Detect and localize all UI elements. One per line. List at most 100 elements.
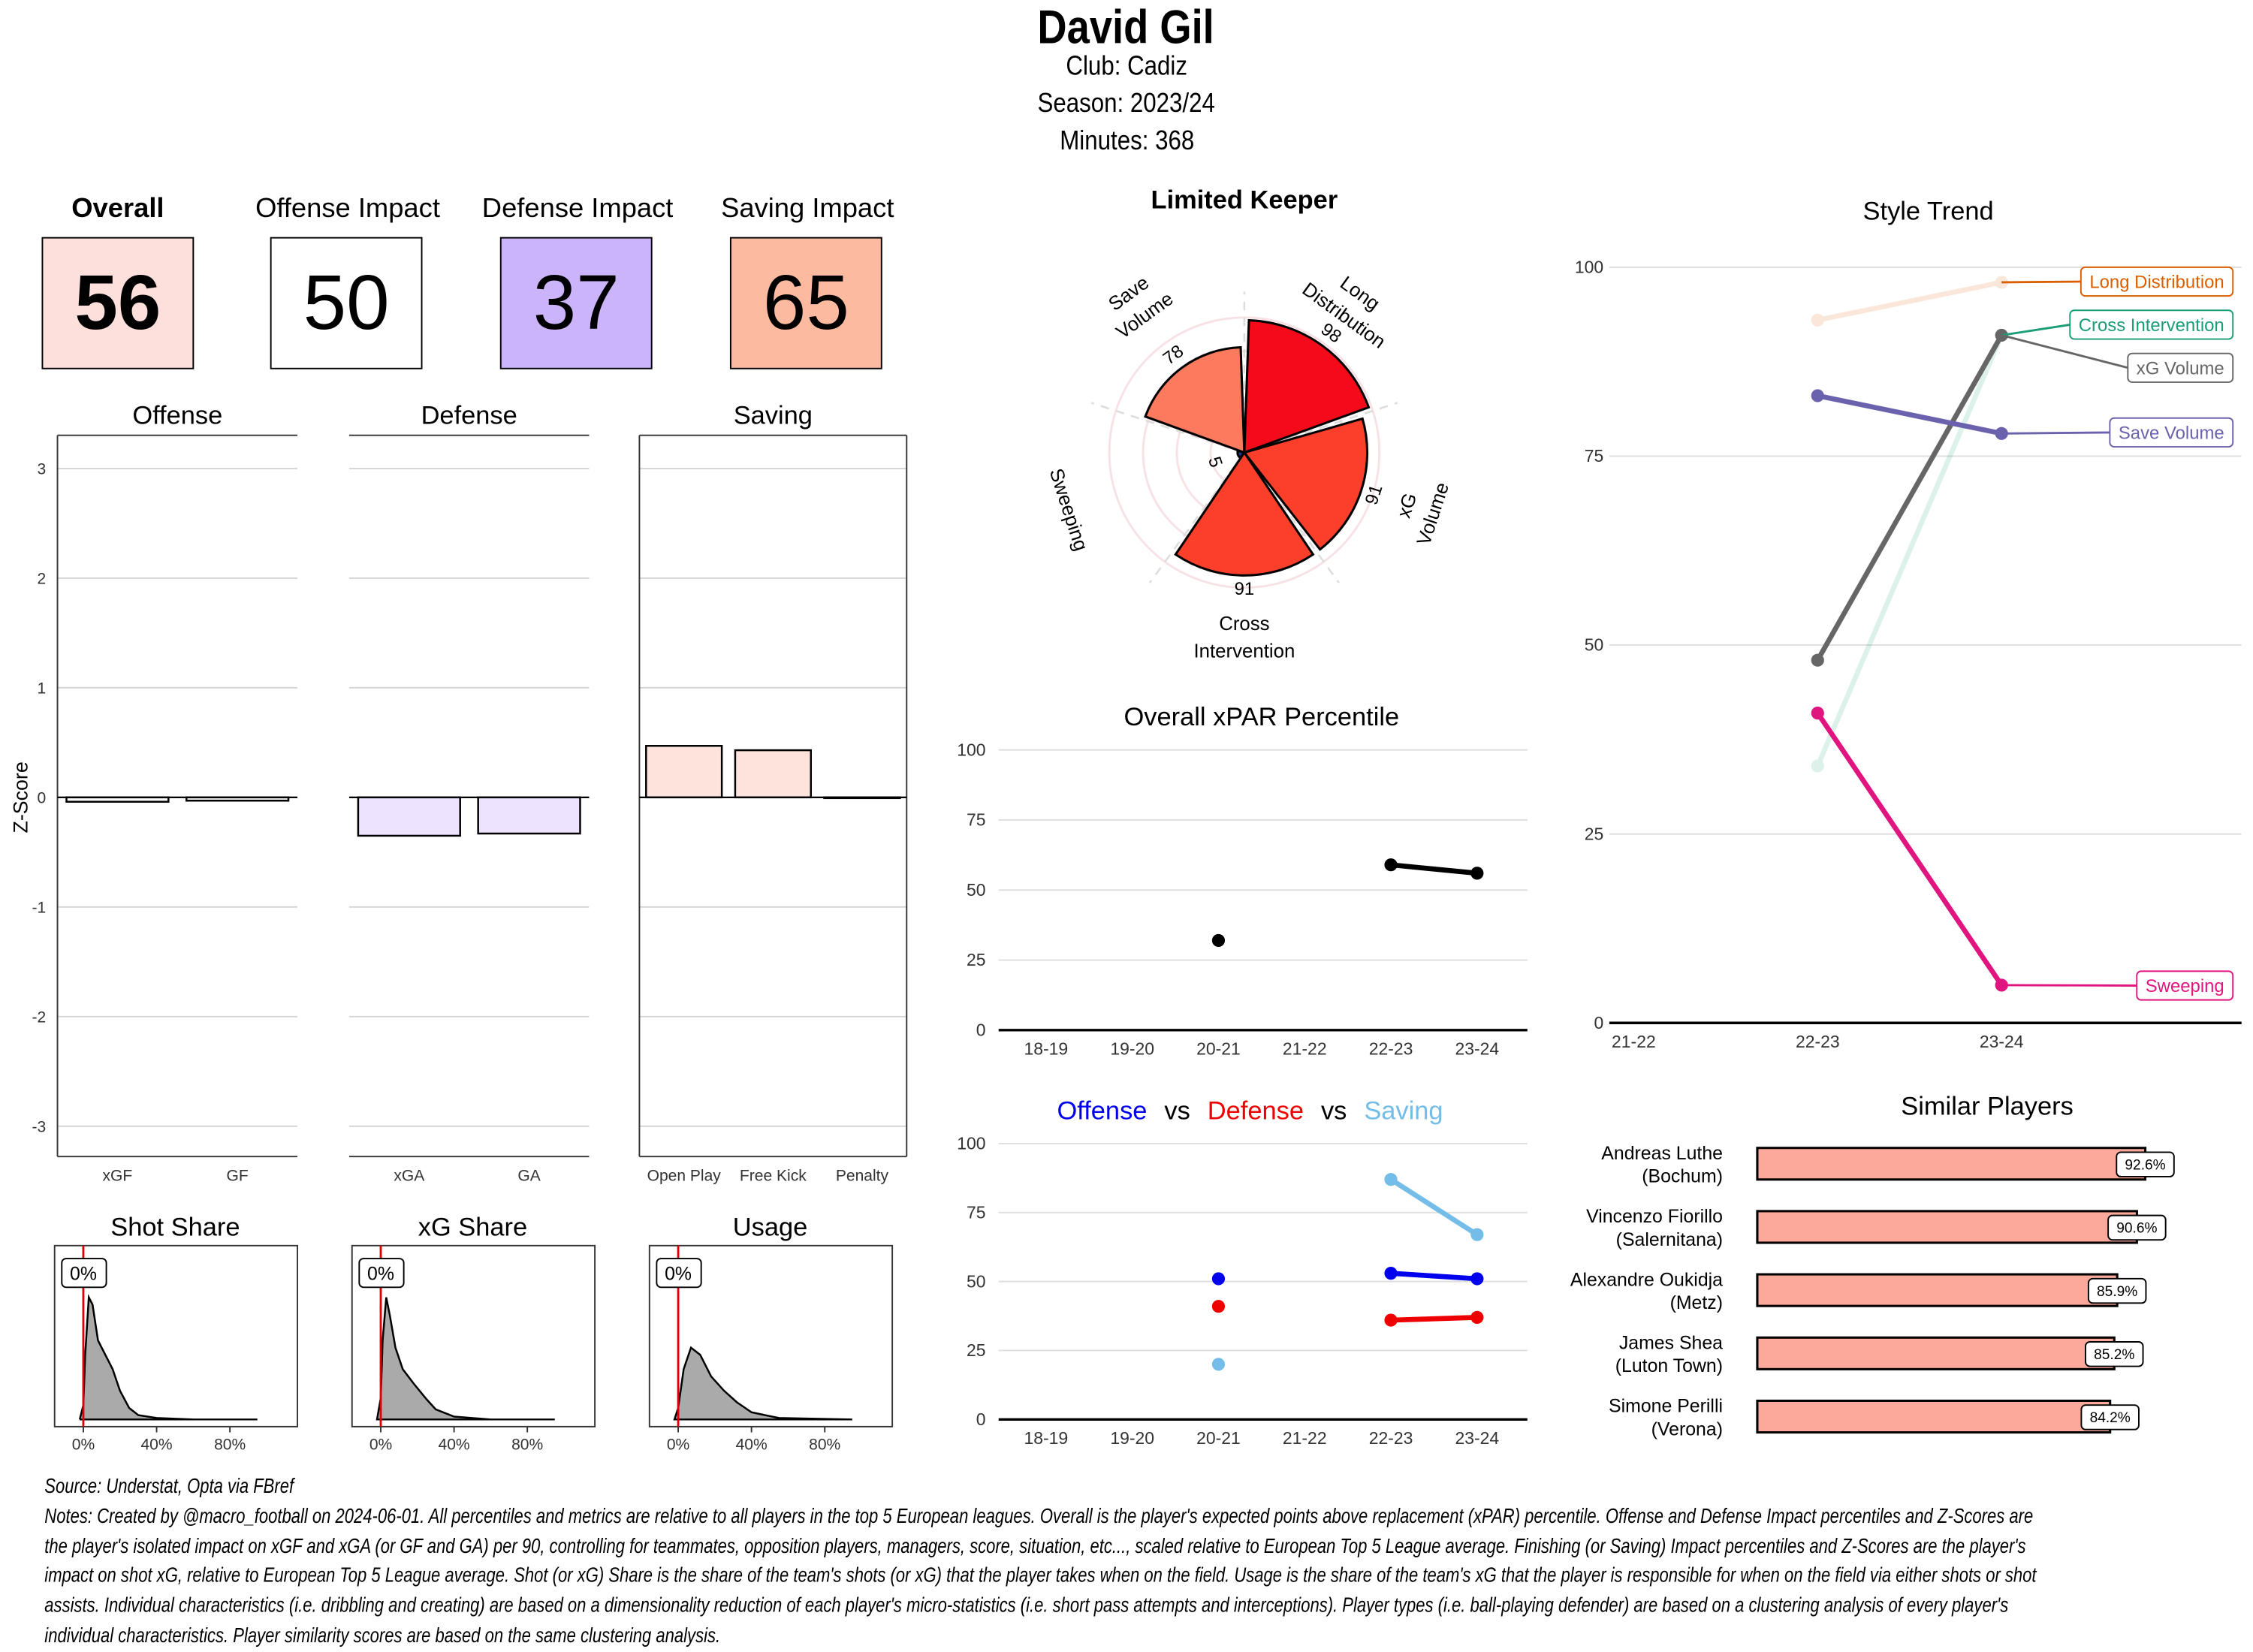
series-overall	[1211, 858, 1484, 948]
polar-category-label: SaveVolume	[1096, 266, 1177, 343]
y-tick-label: 25	[1585, 824, 1604, 843]
share-plot-shot-share: Shot Share 0% 0% 40% 80%	[53, 1213, 299, 1453]
data-point	[1470, 867, 1484, 880]
player-club: (Verona)	[1651, 1418, 1723, 1439]
similar-player-row: Vincenzo Fiorillo(Salernitana) 90.6%	[1586, 1206, 2167, 1250]
polar-bar-xg-volume	[1242, 417, 1369, 551]
series-cross-intervention	[1811, 328, 2008, 773]
series-label: Cross Intervention	[2079, 315, 2224, 336]
club-line: Club: Cadiz	[0, 52, 2253, 83]
x-tick-label: xGA	[394, 1168, 424, 1185]
zscore-panel-defense: Defense xGA GA	[348, 401, 590, 1185]
polar-bar-save-volume	[1144, 345, 1246, 454]
player-club: (Metz)	[1670, 1292, 1723, 1313]
defense-impact-label: Defense Impact	[481, 194, 674, 225]
zscore-bar	[645, 745, 723, 799]
notes-line: assists. Individual characteristics (i.e…	[44, 1595, 2009, 1618]
y-tick-label: 0	[1594, 1013, 1603, 1032]
title-part-vs: vs	[1321, 1096, 1347, 1125]
series-line-segment	[1388, 862, 1480, 876]
similarity-bar	[1756, 1273, 2119, 1307]
similarity-bar	[1756, 1336, 2116, 1370]
series-long-distribution	[1811, 276, 2008, 327]
panel-title: Offense	[132, 401, 222, 430]
x-tick-label: 20-21	[1196, 1039, 1241, 1058]
share-plot-title: Shot Share	[110, 1213, 240, 1241]
notes-line: the player's isolated impact on xGF and …	[44, 1535, 2026, 1559]
x-tick-label: 19-20	[1110, 1039, 1154, 1058]
share-plot-title: xG Share	[418, 1213, 527, 1241]
polar-category-label-line: Volume	[1413, 480, 1453, 548]
club-text: Club: Cadiz	[1066, 51, 1187, 83]
series-defense	[1211, 1300, 1484, 1327]
notes-line: impact on shot xG, relative to European …	[44, 1565, 2037, 1588]
x-tick-label: 22-23	[1369, 1428, 1413, 1448]
series-label: Sweeping	[2146, 976, 2224, 996]
zscore-bar	[477, 796, 581, 835]
player-name: Andreas Luthe	[1601, 1143, 1723, 1164]
x-tick-label: xGF	[103, 1168, 133, 1185]
polar-value-label: 91	[1362, 482, 1387, 508]
x-tick-label: 0%	[369, 1436, 392, 1453]
polar-chart-title: Limited Keeper	[1151, 185, 1338, 214]
player-club: (Salernitana)	[1616, 1229, 1723, 1250]
similarity-label-box	[2085, 1341, 2144, 1367]
x-tick-label: 40%	[439, 1436, 470, 1453]
x-tick-label: 21-22	[1612, 1032, 1656, 1051]
data-point	[1211, 933, 1226, 948]
defense-impact-box: 37	[499, 237, 653, 369]
value-label-box	[61, 1258, 107, 1289]
ods-chart-title: Offense vs Defense vs Saving	[1057, 1096, 1443, 1125]
y-tick-label: 1	[38, 680, 47, 698]
player-name-title: David Gil	[0, 0, 2253, 55]
data-point	[1811, 313, 1824, 327]
value-label-box	[358, 1258, 405, 1289]
style-trend-chart: 100 75 50 25 0 21-22 22-23 23-24 Long Distributi…	[1575, 258, 2242, 1051]
overall-score-label: Overall	[71, 194, 164, 225]
share-plot-title: Usage	[733, 1213, 808, 1241]
panel-title: Defense	[421, 401, 517, 430]
y-tick-label: -3	[32, 1118, 47, 1135]
offense-impact-box: 50	[270, 237, 423, 369]
player-name: Alexandre Oukidja	[1570, 1269, 1723, 1290]
polar-category-label-line: Cross	[1219, 613, 1269, 635]
y-tick-label: 2	[38, 571, 47, 588]
series-label: Save Volume	[2119, 424, 2224, 444]
zscore-bar	[357, 796, 461, 837]
y-tick-label: 25	[967, 1340, 986, 1360]
x-tick-label: 23-24	[1455, 1428, 1500, 1448]
x-tick-label: 20-21	[1196, 1428, 1241, 1448]
y-tick-label: 50	[967, 880, 986, 900]
x-tick-label: 23-24	[1980, 1032, 2024, 1051]
x-tick-label: Penalty	[836, 1168, 889, 1185]
notes-line: Notes: Created by @macro_football on 202…	[44, 1505, 2034, 1529]
polar-bar-cross-intervention	[1174, 450, 1315, 577]
y-tick-label: 100	[957, 740, 985, 759]
data-point	[1384, 1313, 1398, 1327]
series-line-segment	[1388, 1271, 1480, 1282]
y-tick-label: 75	[967, 1202, 986, 1222]
x-tick-label: Free Kick	[740, 1168, 807, 1185]
polar-category-label-line: Intervention	[1193, 641, 1295, 662]
zscore-panel-offense: 3 2 1 0 -1 -2 -3 Offense xGF GF	[32, 401, 298, 1185]
x-tick-label: 40%	[140, 1436, 172, 1453]
title-part-defense: Defense	[1208, 1096, 1304, 1125]
polar-category-label: xGVolume	[1387, 472, 1453, 548]
similar-player-row: Alexandre Oukidja(Metz) 85.9%	[1570, 1269, 2147, 1313]
y-tick-label: 0	[976, 1020, 986, 1039]
series-saving	[1211, 1173, 1484, 1371]
x-tick-label: 21-22	[1283, 1039, 1327, 1058]
density-area	[78, 1294, 258, 1421]
panel-title: Saving	[734, 401, 813, 430]
series-line-segment	[1814, 333, 2004, 769]
x-tick-label: 80%	[511, 1436, 543, 1453]
xpar-percentile-chart: 100 75 50 25 0 18-19 19-20 20-21 21-22 22-23 23-24	[957, 740, 1528, 1058]
data-point	[1811, 653, 1824, 667]
minutes-text: Minutes: 368	[1059, 126, 1194, 157]
polar-spoke	[1243, 451, 1340, 583]
data-point	[1384, 858, 1398, 872]
data-point	[1211, 1300, 1226, 1313]
saving-impact-box: 65	[729, 237, 882, 369]
polar-category-label: Cross Intervention	[1193, 613, 1295, 662]
